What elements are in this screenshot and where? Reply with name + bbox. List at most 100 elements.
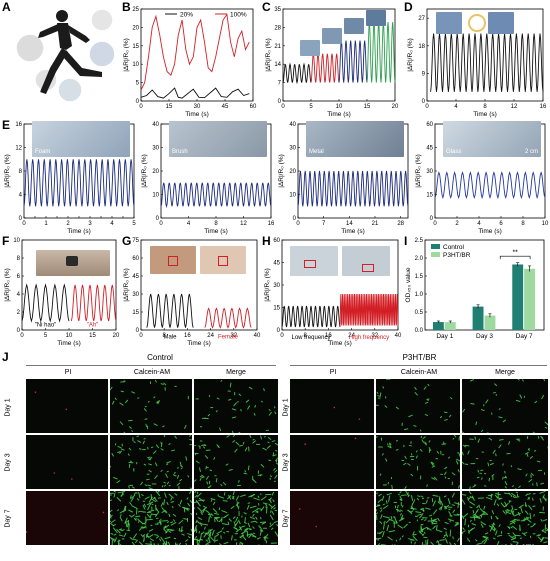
cell-mark xyxy=(412,499,416,504)
cell-mark xyxy=(248,534,252,539)
series-line-0 xyxy=(23,159,135,207)
cell-mark xyxy=(199,467,201,472)
cell-mark xyxy=(163,526,167,528)
cell-mark xyxy=(408,414,413,418)
cell-mark xyxy=(512,495,515,498)
micrograph-cells xyxy=(195,379,277,433)
cell-mark xyxy=(419,448,423,452)
micrograph-tile xyxy=(194,491,278,545)
cell-mark xyxy=(403,462,407,466)
cell-mark xyxy=(143,463,147,466)
cell-mark xyxy=(431,465,436,468)
cell-mark xyxy=(268,411,272,416)
cell-mark xyxy=(470,402,475,405)
cell-mark xyxy=(420,518,424,521)
cell-mark xyxy=(164,536,171,540)
cell-mark xyxy=(243,512,247,515)
plot-frame xyxy=(140,8,254,102)
cell-mark xyxy=(218,518,223,523)
cell-mark xyxy=(137,518,143,524)
cell-mark xyxy=(125,399,129,403)
cell-mark xyxy=(529,456,533,459)
cell-mark xyxy=(271,491,275,496)
cell-mark xyxy=(376,492,378,494)
cell-mark xyxy=(513,496,520,499)
cell-mark xyxy=(205,541,211,545)
y-axis-label: |ΔR|/R₀ (%) xyxy=(123,38,130,72)
cell-mark xyxy=(197,517,203,520)
y-tick-label: 30 xyxy=(289,146,296,152)
cell-mark xyxy=(532,431,536,433)
cell-mark xyxy=(271,511,275,515)
cell-mark xyxy=(168,513,171,517)
y-tick-label: 0 xyxy=(422,99,426,105)
cell-mark xyxy=(114,397,117,401)
y-tick-label: 0 xyxy=(156,216,160,222)
y-tick-label: 10 xyxy=(132,62,139,68)
cell-mark xyxy=(376,537,382,540)
x-tick-label: 8 xyxy=(163,333,167,339)
cell-mark xyxy=(129,502,132,506)
cell-mark xyxy=(525,473,528,477)
cell-mark xyxy=(110,499,113,502)
inset-label-brush: Brush xyxy=(172,149,188,155)
cell-mark xyxy=(198,539,201,545)
cell-mark xyxy=(134,517,137,521)
panel-label-h: H xyxy=(262,234,271,248)
y-axis-label: |ΔR|/R₀ (%) xyxy=(141,154,148,188)
y-tick-label: 75 xyxy=(132,238,139,244)
cell-mark xyxy=(274,411,277,415)
cell-mark xyxy=(484,532,489,535)
cell-mark xyxy=(491,510,495,515)
cell-mark xyxy=(456,458,460,462)
micrograph-tile xyxy=(110,491,192,545)
annotation-ah: "Ah" xyxy=(87,322,99,328)
cell-mark xyxy=(251,535,257,538)
cell-mark xyxy=(528,505,533,511)
x-tick-label: 0 xyxy=(425,104,429,110)
cell-mark xyxy=(199,477,202,481)
cell-mark xyxy=(524,504,527,507)
cell-mark xyxy=(471,495,475,501)
cell-mark xyxy=(439,539,445,541)
cell-mark xyxy=(131,541,135,545)
y-tick-label: 27 xyxy=(418,16,425,22)
cell-mark xyxy=(119,402,124,406)
cell-mark xyxy=(197,522,205,525)
cell-mark xyxy=(520,537,523,539)
cell-mark xyxy=(428,440,431,443)
cell-mark xyxy=(531,543,534,545)
cell-mark xyxy=(543,541,548,544)
series-line-2 xyxy=(338,40,368,83)
cell-mark xyxy=(171,449,175,452)
y-tick-label: 21 xyxy=(274,44,281,50)
cell-mark xyxy=(256,537,261,540)
cell-mark xyxy=(476,476,480,479)
cell-mark xyxy=(444,419,448,421)
cell-mark xyxy=(187,502,191,507)
cell-mark xyxy=(117,491,124,494)
y-axis-label: |ΔR|/R₀ (%) xyxy=(278,154,285,188)
cell-mark xyxy=(154,462,158,467)
cell-mark xyxy=(399,537,402,541)
y-tick-label: 0 xyxy=(19,216,23,222)
cell-mark xyxy=(155,507,159,513)
cell-mark xyxy=(447,518,455,522)
cell-mark xyxy=(379,521,383,525)
cell-mark xyxy=(180,467,183,470)
cell-mark xyxy=(232,440,236,443)
photo-inset-d1 xyxy=(436,12,462,34)
cell-mark xyxy=(189,435,191,437)
cell-mark xyxy=(199,476,204,479)
cell-mark xyxy=(235,441,240,446)
micrograph-tile xyxy=(290,379,374,433)
cell-mark xyxy=(216,530,223,535)
cell-mark xyxy=(514,512,521,517)
cell-mark xyxy=(210,514,214,516)
cell-mark xyxy=(166,502,169,506)
cell-mark xyxy=(200,539,203,541)
cell-mark xyxy=(403,523,408,529)
cell-mark xyxy=(512,541,519,543)
cell-mark xyxy=(208,532,212,537)
